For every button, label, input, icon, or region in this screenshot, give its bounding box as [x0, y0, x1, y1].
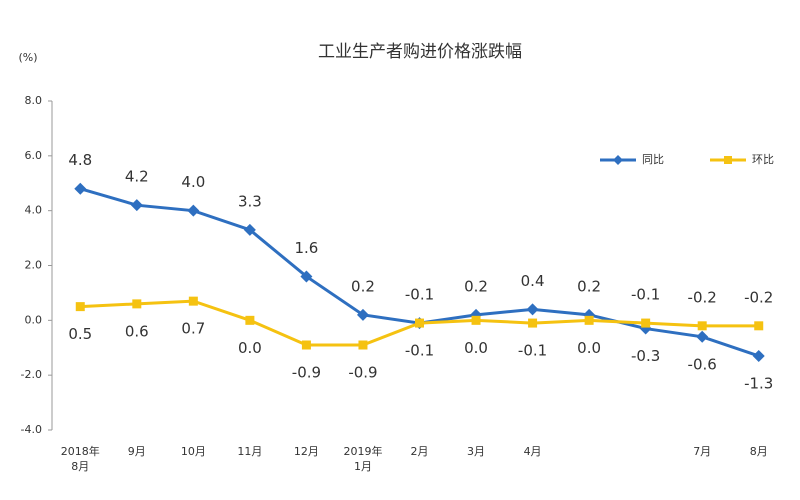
- y-tick-label: -4.0: [21, 423, 42, 436]
- marker: [245, 315, 255, 325]
- y-tick-label: 0.0: [25, 313, 43, 326]
- marker: [187, 204, 200, 217]
- marker: [358, 340, 368, 350]
- marker: [641, 318, 651, 328]
- data-label: 0.0: [238, 339, 262, 357]
- legend-marker: [613, 155, 623, 165]
- data-label: 4.2: [125, 168, 149, 186]
- marker: [300, 270, 313, 283]
- x-tick-label: 10月: [180, 445, 206, 458]
- data-label: 0.5: [68, 325, 92, 343]
- y-tick-label: 4.0: [25, 204, 43, 217]
- marker: [75, 302, 85, 312]
- data-label: 1.6: [294, 239, 318, 257]
- data-label: 0.0: [577, 339, 601, 357]
- marker: [754, 321, 764, 331]
- marker: [130, 199, 143, 212]
- x-tick-label: 2018年 8月: [60, 445, 100, 473]
- x-tick-label: 9月: [127, 445, 146, 458]
- marker: [471, 315, 481, 325]
- data-label: 3.3: [238, 192, 262, 210]
- marker: [584, 315, 594, 325]
- data-label: -0.3: [631, 347, 660, 365]
- y-tick-label: -2.0: [21, 368, 42, 381]
- data-label: 0.2: [464, 277, 488, 295]
- marker: [415, 318, 424, 328]
- data-label: 4.0: [181, 173, 205, 191]
- data-label: 0.2: [351, 277, 375, 295]
- data-label: -0.9: [292, 364, 321, 382]
- data-label: -0.1: [631, 286, 660, 304]
- chart-title: 工业生产者购进价格涨跌幅: [318, 42, 522, 62]
- data-label: 0.6: [125, 322, 149, 340]
- data-label: -0.2: [744, 288, 773, 306]
- marker: [301, 340, 311, 350]
- legend-label: 环比: [752, 153, 774, 166]
- x-tick-label: 12月: [293, 445, 319, 458]
- data-label: -1.3: [744, 374, 773, 392]
- marker: [526, 303, 539, 316]
- marker: [188, 296, 198, 306]
- x-tick-label: 11月: [237, 445, 263, 458]
- x-tick-label: 7月: [693, 445, 712, 458]
- legend-marker: [724, 156, 732, 164]
- data-label: -0.2: [688, 288, 717, 306]
- data-label: -0.6: [688, 355, 717, 373]
- marker: [697, 321, 707, 331]
- marker: [752, 349, 765, 362]
- marker: [74, 182, 87, 195]
- legend-label: 同比: [642, 153, 664, 166]
- data-label: 0.2: [577, 277, 601, 295]
- y-unit: (%): [18, 51, 37, 64]
- data-label: 0.7: [181, 320, 205, 338]
- marker: [132, 299, 142, 309]
- data-label: 0.4: [521, 272, 545, 290]
- data-label: 0.0: [464, 339, 488, 357]
- x-tick-label: 8月: [749, 445, 768, 458]
- data-label: -0.1: [518, 342, 547, 360]
- marker: [356, 308, 369, 321]
- data-label: -0.9: [348, 364, 377, 382]
- y-tick-label: 6.0: [25, 149, 43, 162]
- y-tick-label: 8.0: [25, 94, 43, 107]
- marker: [528, 318, 538, 328]
- marker: [243, 223, 256, 236]
- x-tick-label: 4月: [523, 445, 542, 458]
- y-tick-label: 2.0: [25, 259, 43, 272]
- data-label: -0.1: [405, 342, 434, 360]
- data-label: -0.1: [405, 286, 434, 304]
- x-tick-label: 2019年 1月: [343, 445, 383, 473]
- data-label: 4.8: [68, 151, 92, 169]
- marker: [696, 330, 709, 343]
- x-tick-label: 3月: [467, 445, 486, 458]
- x-tick-label: 2月: [410, 445, 429, 458]
